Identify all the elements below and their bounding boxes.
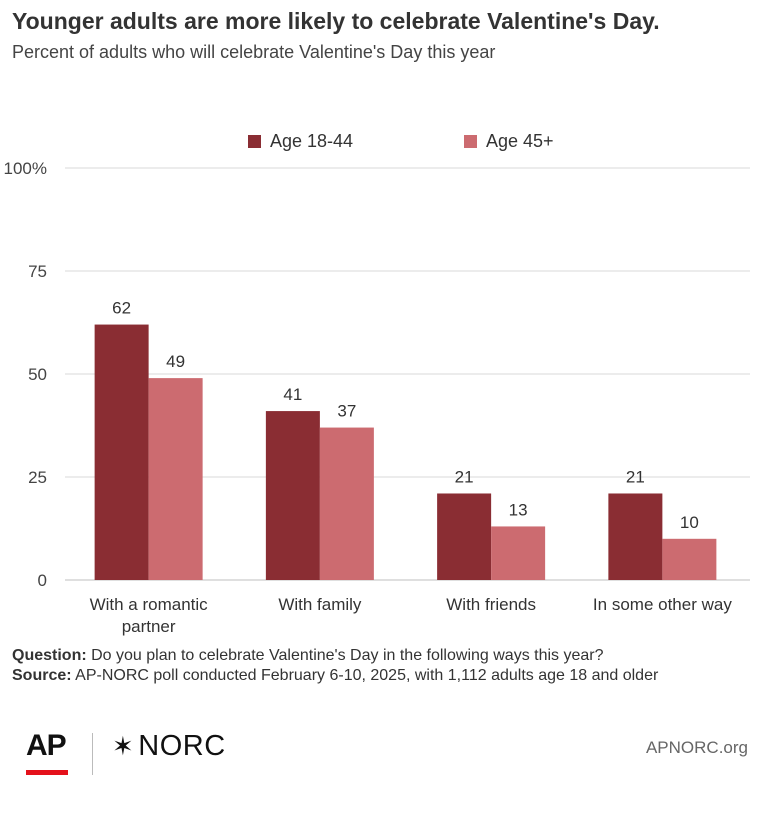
legend-swatch-age-18-44 — [248, 135, 261, 148]
bar-value-label: 37 — [337, 402, 356, 421]
bar — [608, 493, 663, 580]
chart-subtitle: Percent of adults who will celebrate Val… — [12, 42, 496, 62]
y-tick-label: 25 — [28, 468, 47, 487]
question-text: Do you plan to celebrate Valentine's Day… — [91, 647, 604, 664]
y-tick-label: 100% — [4, 159, 47, 178]
question-label: Question: — [12, 647, 87, 664]
bar — [319, 427, 374, 580]
source-label: Source: — [12, 667, 72, 684]
ap-logo: AP — [26, 729, 67, 762]
source-note: Source: AP-NORC poll conducted February … — [12, 666, 658, 686]
footer-site-link[interactable]: APNORC.org — [645, 738, 748, 757]
legend: Age 18-44 Age 45+ — [0, 131, 768, 157]
y-tick-label: 50 — [28, 365, 47, 384]
bar-value-label: 10 — [680, 513, 699, 532]
chart-title: Younger adults are more likely to celebr… — [12, 8, 660, 34]
chart-notes: Question: Do you plan to celebrate Valen… — [12, 646, 658, 686]
bar — [491, 526, 546, 580]
legend-item-age-45-plus: Age 45+ — [464, 131, 554, 152]
norc-star-icon: ✶ — [112, 731, 135, 761]
question-note: Question: Do you plan to celebrate Valen… — [12, 646, 658, 666]
footer-divider — [92, 733, 93, 775]
x-category-label: With family — [278, 595, 362, 614]
x-category-label: partner — [122, 617, 176, 636]
y-tick-label: 0 — [38, 571, 47, 590]
legend-item-age-18-44: Age 18-44 — [248, 131, 353, 152]
bar — [437, 493, 492, 580]
bar — [148, 378, 203, 580]
bar — [94, 324, 149, 580]
norc-logo: ✶ NORC — [112, 730, 226, 763]
bar-value-label: 13 — [509, 500, 528, 519]
source-text: AP-NORC poll conducted February 6-10, 20… — [75, 667, 659, 684]
bar-value-label: 21 — [455, 467, 474, 486]
bar-chart: 0 25 50 75 100% 62 49 With a romantic partner 41 3… — [4, 159, 750, 636]
legend-swatch-age-45-plus — [464, 135, 477, 148]
bar-value-label: 62 — [112, 299, 131, 318]
x-category-label: With a romantic — [90, 595, 209, 614]
norc-logo-text: NORC — [138, 730, 226, 762]
y-tick-label: 75 — [28, 262, 47, 281]
legend-label-age-45-plus: Age 45+ — [486, 131, 554, 151]
bar — [662, 538, 717, 580]
x-category-label: With friends — [446, 595, 536, 614]
legend-label-age-18-44: Age 18-44 — [270, 131, 354, 151]
x-category-label: In some other way — [593, 595, 732, 614]
bar-value-label: 49 — [166, 352, 185, 371]
ap-logo-underline — [26, 770, 68, 775]
bar-value-label: 21 — [626, 467, 645, 486]
bar — [265, 411, 320, 580]
bar-value-label: 41 — [283, 385, 302, 404]
